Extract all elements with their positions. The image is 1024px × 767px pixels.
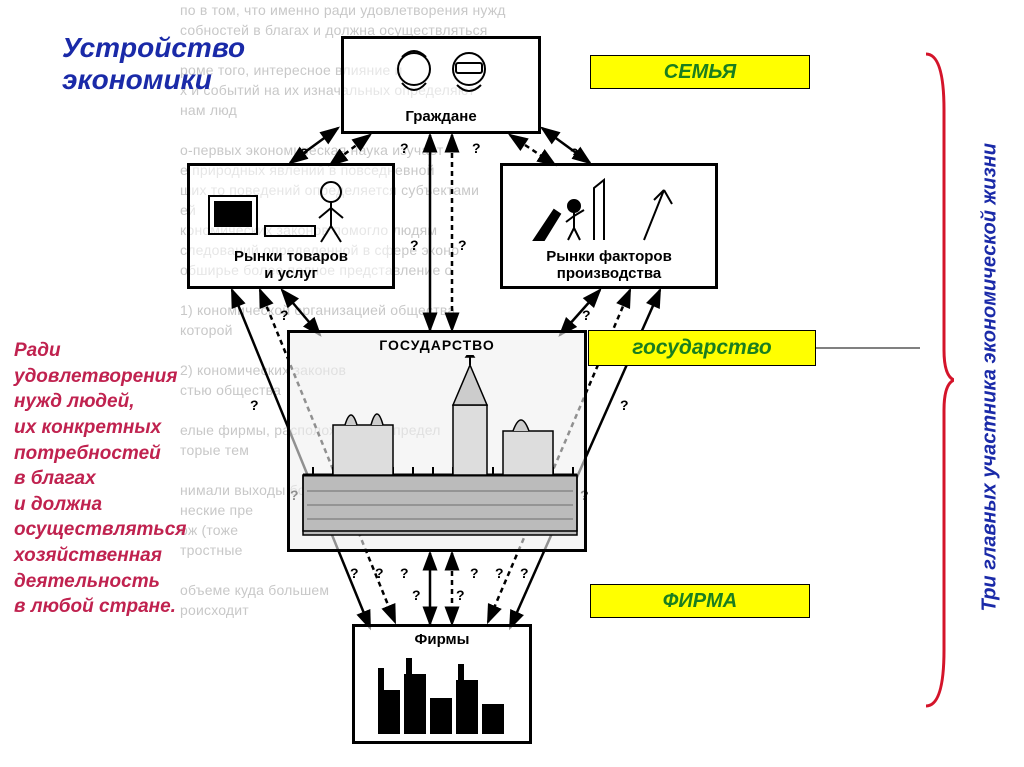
svg-text:?: ? <box>412 587 421 603</box>
svg-text:?: ? <box>250 397 259 413</box>
svg-text:?: ? <box>458 237 467 253</box>
pill-firm: ФИРМА <box>590 584 810 618</box>
box-goods-market: Рынки товаров и услуг <box>187 163 395 289</box>
pill-family: СЕМЬЯ <box>590 55 810 89</box>
box-state: ГОСУДАРСТВО <box>287 330 587 552</box>
svg-text:?: ? <box>495 565 504 581</box>
svg-text:?: ? <box>375 565 384 581</box>
box-firms-label: Фирмы <box>355 631 529 648</box>
svg-text:?: ? <box>570 145 579 161</box>
pill-state: государство <box>588 330 816 366</box>
svg-text:?: ? <box>520 565 529 581</box>
svg-text:?: ? <box>472 140 481 156</box>
box-factors-market-label: Рынки факторов производства <box>503 248 715 282</box>
svg-text:?: ? <box>400 565 409 581</box>
svg-text:?: ? <box>410 237 419 253</box>
intro-paragraph: Ради удовлетворения нужд людей, их конкр… <box>14 338 186 620</box>
brace-icon <box>920 50 954 710</box>
svg-text:?: ? <box>400 140 409 156</box>
box-citizens-label: Граждане <box>344 108 538 125</box>
box-firms: Фирмы <box>352 624 532 744</box>
box-goods-market-label: Рынки товаров и услуг <box>190 248 392 282</box>
svg-text:?: ? <box>620 397 629 413</box>
box-citizens: Граждане <box>341 36 541 134</box>
svg-text:?: ? <box>350 565 359 581</box>
svg-text:?: ? <box>470 565 479 581</box>
page-title: Устройство экономики <box>62 32 245 96</box>
svg-text:?: ? <box>300 145 309 161</box>
svg-text:?: ? <box>280 307 289 323</box>
side-caption: Три главных участника экономической жизн… <box>979 152 1002 612</box>
svg-text:?: ? <box>582 307 591 323</box>
box-state-label: ГОСУДАРСТВО <box>290 337 584 353</box>
box-factors-market: Рынки факторов производства <box>500 163 718 289</box>
svg-text:?: ? <box>456 587 465 603</box>
